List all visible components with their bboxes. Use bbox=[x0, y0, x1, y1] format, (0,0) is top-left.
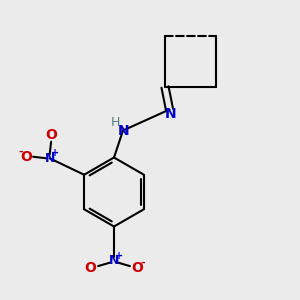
Text: N: N bbox=[165, 107, 177, 121]
Text: -: - bbox=[141, 258, 146, 268]
Text: O: O bbox=[85, 261, 97, 274]
Text: N: N bbox=[118, 124, 129, 137]
Text: O: O bbox=[131, 261, 143, 274]
Text: N: N bbox=[109, 254, 119, 268]
Text: O: O bbox=[20, 150, 32, 164]
Text: -: - bbox=[18, 146, 23, 156]
Text: +: + bbox=[115, 251, 124, 261]
Text: N: N bbox=[44, 152, 55, 165]
Text: H: H bbox=[111, 116, 120, 129]
Text: O: O bbox=[45, 128, 57, 142]
Text: +: + bbox=[51, 148, 59, 158]
